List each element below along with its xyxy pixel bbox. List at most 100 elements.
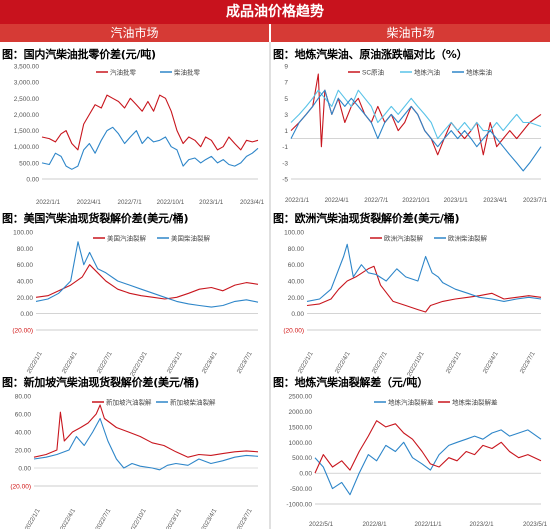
x-tick-label: 2023/7/1 [523, 197, 548, 204]
y-tick-label: 80.00 [17, 246, 34, 253]
legend-label: 柴油批零 [174, 68, 201, 77]
y-tick-label: 2000.00 [289, 409, 313, 416]
legend-label: 地炼柴油 [466, 68, 492, 77]
y-tick-label: 40.00 [288, 279, 305, 286]
x-tick-label: 2022/10/1 [402, 197, 430, 204]
x-tick-label: 2022/1/1 [297, 350, 315, 375]
y-tick-label: 0.00 [299, 471, 312, 478]
y-tick-label: 100.00 [13, 230, 33, 237]
x-tick-label: 2022/1/1 [24, 507, 42, 529]
x-tick-label: 2022/7/1 [94, 507, 112, 529]
chart-svg: 2500.00 2000.00 1500.00 1000.00 500.00 0.00 -5… [286, 394, 548, 529]
y-tick-label: 3,500.00 [14, 64, 40, 71]
section-header-diesel: 柴油市场 [271, 24, 550, 42]
y-tick-label: 0.00 [291, 311, 304, 318]
x-tick-label: 2022/7/1 [118, 199, 143, 206]
series-line-美国柴油裂解 [35, 241, 259, 308]
legend-label: 欧洲柴油裂解 [448, 234, 488, 243]
y-tick-label: 3,000.00 [14, 80, 40, 87]
y-tick-label: 2,000.00 [14, 112, 40, 119]
x-tick-label: 2022/7/1 [364, 197, 389, 204]
chart-title: 图：国内汽柴油批零价差(元/吨) [2, 48, 156, 61]
series-line-新加坡汽油裂解 [33, 404, 259, 458]
y-tick-label: 60.00 [288, 262, 305, 269]
y-tick-label: 5 [284, 96, 288, 103]
x-tick-label: 2023/1/1 [199, 199, 224, 206]
x-tick-label: 2023/1/1 [165, 507, 183, 529]
y-tick-label: 20.00 [288, 295, 305, 302]
y-tick-label: 60.00 [17, 262, 34, 269]
chart-panel-c3: 图：美国汽柴油现货裂解价差(美元/桶) 100.00 80.00 60.00 40.00… [0, 210, 268, 378]
x-tick-label: 2022/10/1 [157, 199, 185, 206]
chart-panel-c4: 图：欧洲汽柴油现货裂解价差(美元/桶) 100.00 80.00 60.00 40.00… [271, 210, 550, 378]
y-tick-label: 1,500.00 [14, 128, 40, 135]
legend-label: 地炼汽油 [414, 68, 440, 77]
x-tick-label: 2023/4/1 [482, 350, 500, 375]
x-tick-label: 2022/7/1 [371, 350, 389, 375]
y-tick-label: (20.00) [10, 484, 31, 491]
legend-label: 地炼汽油裂解差 [388, 398, 434, 407]
y-tick-label: 0.00 [26, 177, 39, 184]
chart-panel-c5: 图：新加坡汽柴油现货裂解价差(美元/桶) 80.00 60.00 40.00 20.00… [0, 374, 268, 529]
x-tick-label: 2022/4/1 [325, 197, 350, 204]
y-tick-label: 1000.00 [289, 440, 313, 447]
y-tick-label: 80.00 [15, 394, 32, 401]
x-tick-label: 2022/8/1 [362, 521, 387, 528]
chart-svg: 80.00 60.00 40.00 20.00 0.00 (20.00) 2022/1/1 2… [10, 394, 259, 529]
x-tick-label: 2023/5/1 [523, 521, 548, 528]
legend-label: 新加坡柴油裂解 [170, 398, 216, 407]
y-tick-label: 2,500.00 [14, 96, 40, 103]
legend-label: 新加坡汽油裂解 [106, 398, 152, 407]
y-tick-label: 1,000.00 [14, 144, 40, 151]
y-tick-label: 1 [284, 128, 288, 135]
y-tick-label: -1000.00 [286, 502, 312, 509]
x-tick-label: 2022/11/1 [414, 521, 442, 528]
y-tick-label: (20.00) [12, 328, 33, 335]
y-tick-label: -1 [282, 144, 288, 151]
series-line-汽油批零 [41, 94, 259, 151]
series-line-欧洲汽油裂解 [306, 265, 542, 313]
x-tick-label: 2022/1/1 [26, 350, 44, 375]
chart-title: 图：地炼汽柴油、原油涨跌幅对比（%） [273, 48, 468, 61]
x-tick-label: 2022/4/1 [61, 350, 79, 375]
y-tick-label: -5 [282, 177, 288, 184]
series-line-新加坡柴油裂解 [33, 417, 259, 471]
x-tick-label: 2023/7/1 [236, 350, 254, 375]
chart-title: 图：欧洲汽柴油现货裂解价差(美元/桶) [273, 212, 460, 225]
chart-title: 图：美国汽柴油现货裂解价差(美元/桶) [2, 212, 189, 225]
y-tick-label: (20.00) [283, 328, 304, 335]
y-tick-label: 500.00 [19, 160, 39, 167]
x-tick-label: 2022/4/1 [77, 199, 102, 206]
y-tick-label: 40.00 [17, 279, 34, 286]
chart-panel-c6: 图：地炼汽柴油裂解差（元/吨） 2500.00 2000.00 1500.00 1000… [271, 374, 550, 529]
series-line-欧洲柴油裂解 [306, 243, 542, 302]
series-line-地炼汽油 [290, 89, 542, 140]
x-tick-label: 2023/1/1 [166, 350, 184, 375]
legend-label: 汽油批零 [110, 68, 137, 77]
x-tick-label: 2022/10/1 [128, 507, 148, 529]
x-tick-label: 2023/4/1 [483, 197, 508, 204]
y-tick-label: -3 [282, 160, 288, 167]
legend-label: 美国柴油裂解 [171, 234, 211, 243]
y-tick-label: 2500.00 [289, 394, 313, 401]
y-tick-label: 100.00 [284, 230, 304, 237]
x-tick-label: 2023/7/1 [236, 507, 254, 529]
y-tick-label: 0.00 [20, 311, 33, 318]
series-line-SC原油 [290, 73, 542, 156]
x-tick-label: 2023/1/1 [444, 197, 469, 204]
y-tick-label: 9 [284, 64, 288, 71]
chart-svg: 100.00 80.00 60.00 40.00 20.00 0.00 (20.00) 202… [283, 230, 542, 378]
y-tick-label: -500.00 [290, 486, 312, 493]
y-tick-label: 3 [284, 112, 288, 119]
x-tick-label: 2023/4/1 [200, 507, 218, 529]
y-tick-label: 500.00 [292, 455, 312, 462]
chart-panel-c1: 图：国内汽柴油批零价差(元/吨) 3,500.00 3,000.00 2,500.00… [0, 46, 268, 208]
page-banner-title: 成品油价格趋势 [0, 0, 550, 24]
x-tick-label: 2022/7/1 [96, 350, 114, 375]
x-tick-label: 2022/1/1 [36, 199, 61, 206]
x-tick-label: 2023/7/1 [519, 350, 537, 375]
chart-title: 图：地炼汽柴油裂解差（元/吨） [273, 376, 429, 389]
y-tick-label: 40.00 [15, 430, 32, 437]
y-tick-label: 20.00 [15, 448, 32, 455]
y-tick-label: 7 [284, 80, 288, 87]
